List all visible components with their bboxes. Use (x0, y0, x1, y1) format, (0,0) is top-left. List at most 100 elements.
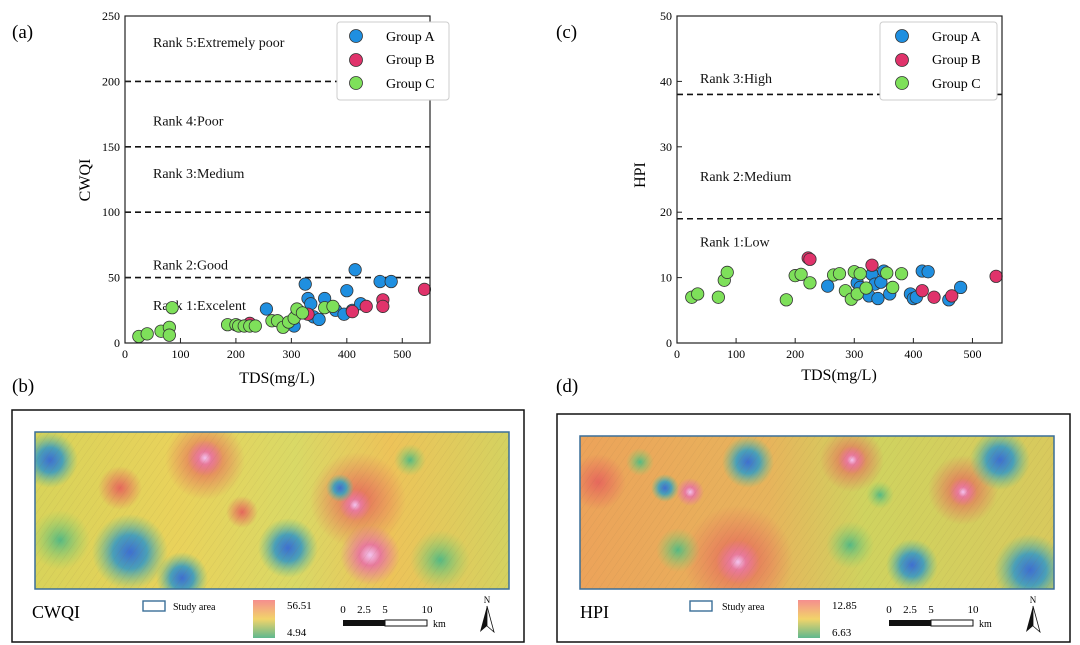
y-tick-label: 20 (660, 205, 672, 219)
scale-tick-label: 10 (968, 604, 980, 616)
hpi-surface (580, 436, 1054, 589)
north-arrow-icon (480, 606, 487, 632)
plot-frame (124, 15, 431, 344)
data-point (794, 267, 808, 281)
data-point (803, 276, 817, 290)
color-ramp (798, 600, 820, 638)
study-area-label: Study area (173, 602, 216, 613)
data-point (865, 258, 879, 272)
data-point (248, 319, 262, 333)
legend-label-group-c: Group C (932, 77, 981, 92)
data-point (821, 279, 835, 293)
data-point (295, 306, 310, 320)
y-tick-label: 200 (102, 74, 120, 88)
data-point (326, 299, 340, 313)
scale-segment (343, 620, 385, 626)
y-axis-label: HPI (632, 162, 649, 188)
data-point (384, 274, 398, 289)
panel-label-b: (b) (12, 376, 34, 397)
points-layer (132, 263, 432, 344)
plot-frame (676, 15, 1003, 344)
legend-marker-group-b (349, 53, 363, 67)
map-title: CWQI (32, 602, 80, 622)
data-point (340, 284, 354, 298)
legend-marker-group-c (349, 76, 363, 90)
data-point (417, 282, 432, 296)
north-label: N (1030, 595, 1037, 605)
legend-box: Group A Group B Group C (879, 21, 998, 101)
threshold-lines (677, 93, 1002, 220)
x-tick-label: 200 (227, 347, 245, 361)
scale-tick-label: 0 (340, 604, 346, 616)
x-ticks: 0 100 200 300 400 500 (674, 338, 981, 361)
rank-label: Rank 3:High (700, 72, 772, 87)
map-panel-cwqi: CWQI Study area 56.51 4.94 0 2.5 5 10 km… (11, 409, 525, 643)
study-area-label: Study area (722, 602, 765, 613)
legend-label-group-b: Group B (932, 53, 981, 68)
north-arrow-icon (486, 605, 495, 634)
data-point (880, 266, 894, 280)
scale-unit: km (433, 619, 446, 630)
cwqi-surface (35, 432, 509, 589)
y-tick-label: 0 (114, 336, 120, 350)
x-axis-label: TDS(mg/L) (239, 370, 315, 387)
rank-label: Rank 3:Medium (153, 167, 244, 182)
scale-segment (384, 619, 428, 627)
north-arrow: N (480, 595, 495, 634)
data-point (886, 280, 900, 295)
chart-cwqi-scatter: Rank 5:Extremely poor Rank 4:Poor Rank 3:M… (77, 9, 450, 387)
y-tick-label: 50 (660, 9, 672, 23)
legend-marker-group-a (349, 29, 363, 43)
data-point (894, 267, 909, 281)
y-tick-label: 30 (660, 140, 672, 154)
north-label: N (484, 595, 491, 605)
legend-frame (336, 21, 450, 101)
panel-label-a: (a) (12, 22, 33, 43)
data-point (373, 274, 387, 289)
y-tick-label: 40 (660, 74, 672, 88)
scale-tick-label: 2.5 (357, 604, 371, 616)
data-point (259, 302, 274, 316)
ramp-min-value: 4.94 (287, 627, 307, 639)
y-tick-label: 150 (102, 140, 120, 154)
scale-unit: km (979, 619, 992, 630)
data-point (359, 299, 373, 313)
y-ticks: 0 10 20 30 40 50 (660, 9, 682, 350)
study-area-swatch (689, 600, 713, 612)
ramp-min-value: 6.63 (832, 627, 852, 639)
north-arrow: N (1026, 595, 1041, 634)
rank-label: Rank 2:Medium (700, 170, 791, 185)
scale-tick-label: 2.5 (903, 604, 917, 616)
x-tick-label: 300 (282, 347, 300, 361)
x-tick-label: 200 (786, 347, 804, 361)
map-inner-frame (579, 435, 1055, 590)
data-point (803, 252, 817, 266)
legend-marker-group-b (895, 53, 909, 67)
x-tick-label: 100 (727, 347, 745, 361)
x-tick-label: 300 (845, 347, 863, 361)
legend-marker-group-c (895, 76, 909, 90)
scale-segment (930, 619, 974, 627)
y-ticks: 0 50 100 150 200 250 (102, 9, 130, 350)
ramp-max-value: 56.51 (287, 600, 312, 612)
x-tick-label: 0 (674, 347, 680, 361)
legend-box: Group A Group B Group C (336, 21, 450, 101)
map-inner-frame (34, 431, 510, 590)
scale-segment (889, 620, 931, 626)
scale-tick-label: 0 (886, 604, 892, 616)
legend-label-group-a: Group A (932, 30, 982, 45)
data-point (162, 328, 176, 342)
rank-label-group: Rank 5:Extremely poor Rank 4:Poor Rank 3:M… (153, 36, 285, 314)
map-title: HPI (580, 602, 609, 622)
data-point (711, 290, 725, 304)
terrain-texture (35, 432, 509, 589)
x-tick-label: 500 (963, 347, 981, 361)
data-point (832, 267, 847, 281)
data-point (376, 299, 390, 313)
legend-frame (879, 21, 998, 101)
map-panel-hpi: HPI Study area 12.85 6.63 0 2.5 5 10 km … (556, 413, 1071, 643)
rank-label: Rank 2:Good (153, 259, 228, 274)
data-point (853, 267, 867, 281)
data-point (298, 277, 312, 291)
data-point (921, 265, 935, 279)
